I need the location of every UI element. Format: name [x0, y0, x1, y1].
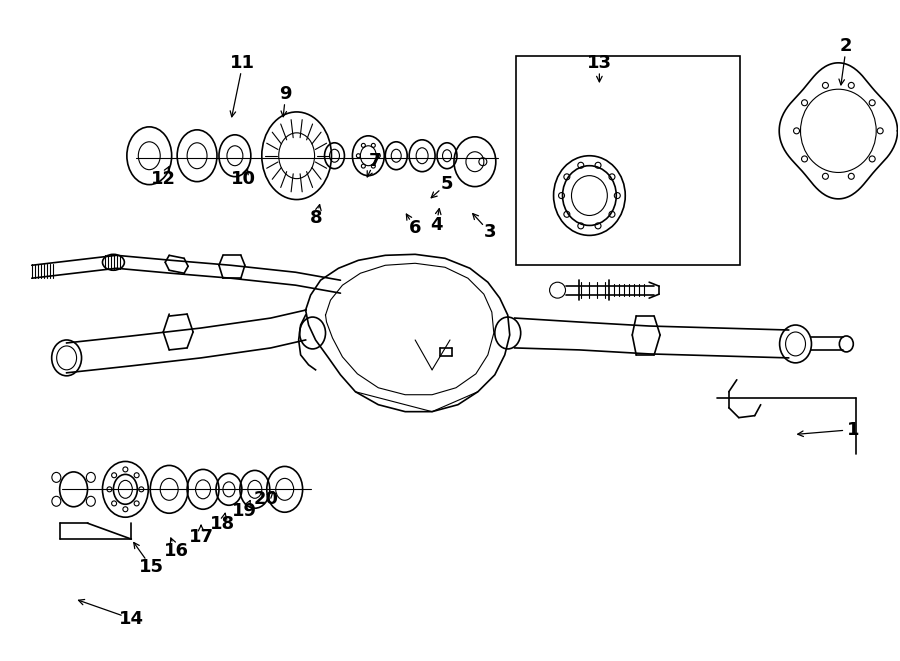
Text: 7: 7 — [369, 152, 382, 170]
Text: 8: 8 — [310, 210, 323, 227]
Text: 20: 20 — [253, 490, 278, 508]
Text: 3: 3 — [483, 223, 496, 241]
Text: 1: 1 — [847, 420, 860, 439]
Text: 12: 12 — [150, 170, 176, 188]
Text: 18: 18 — [211, 515, 236, 533]
Text: 9: 9 — [279, 85, 292, 103]
Text: 4: 4 — [430, 216, 442, 235]
Text: 19: 19 — [232, 502, 257, 520]
Text: 15: 15 — [139, 558, 164, 576]
Bar — [516, 56, 740, 265]
Text: 6: 6 — [409, 219, 421, 237]
Text: 11: 11 — [230, 54, 256, 72]
Text: 10: 10 — [231, 170, 256, 188]
Text: 14: 14 — [119, 610, 144, 628]
Text: 16: 16 — [164, 542, 189, 560]
Text: 5: 5 — [441, 175, 454, 192]
Text: 13: 13 — [587, 54, 612, 72]
Text: 2: 2 — [840, 37, 852, 56]
Text: 17: 17 — [189, 528, 213, 546]
